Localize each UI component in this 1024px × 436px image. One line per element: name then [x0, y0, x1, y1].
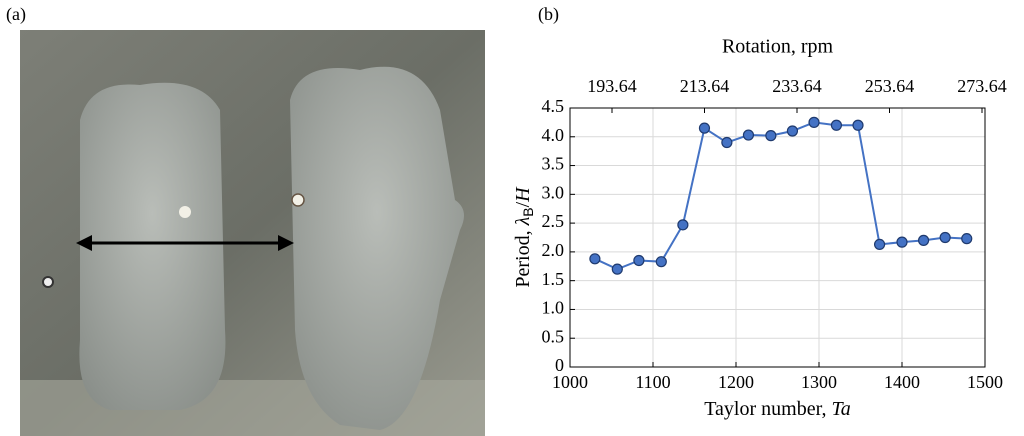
- x-label-symbol: Ta: [831, 398, 850, 420]
- data-point: [698, 122, 711, 134]
- y-tick-label: 4.0: [542, 125, 565, 145]
- chart-title: Rotation, rpm: [722, 36, 834, 58]
- y-label-text: Period,: [512, 225, 534, 287]
- data-point: [633, 254, 645, 267]
- data-point: [589, 253, 601, 265]
- x-tick-label: 1300: [801, 372, 837, 392]
- data-point: [830, 119, 843, 131]
- x2-tick-label: 193.64: [587, 76, 637, 96]
- panel-label: (a): [6, 4, 26, 25]
- x-tick-label: 1500: [967, 372, 1003, 392]
- y-tick-label: 0.5: [542, 326, 565, 346]
- y-tick-label: 3.5: [542, 154, 565, 174]
- y-tick-label: 4.5: [542, 96, 565, 116]
- data-point: [808, 116, 820, 128]
- x2-tick-label: 273.64: [957, 76, 1007, 96]
- x-label-text: Taylor number,: [704, 398, 831, 420]
- y-label-denominator: H: [512, 186, 534, 203]
- x-tick-label: 1100: [635, 372, 670, 392]
- photo: [20, 30, 485, 436]
- data-point: [939, 231, 951, 244]
- plot-frame: [569, 107, 986, 368]
- data-point: [852, 119, 864, 131]
- x-tick-label: 1200: [718, 372, 754, 392]
- y-tick-label: 3.0: [542, 182, 565, 202]
- y-tick-label: 2.5: [542, 211, 565, 231]
- x2-tick-label: 253.64: [865, 76, 915, 96]
- y-axis-label: Period, λB/H: [512, 186, 536, 288]
- x-tick-label: 1400: [884, 372, 920, 392]
- y-label-symbol: λ: [512, 216, 534, 226]
- data-point: [721, 136, 733, 149]
- y-tick-label: 1.5: [542, 269, 565, 289]
- data-point: [917, 234, 930, 246]
- y-tick-label: 2.0: [542, 240, 565, 260]
- series-line: [594, 121, 967, 271]
- x2-tick-label: 233.64: [772, 76, 822, 96]
- y-label-rest: /: [512, 201, 534, 207]
- data-point: [677, 219, 689, 231]
- data-point: [611, 263, 623, 275]
- data-point: [765, 130, 777, 142]
- y-tick-label: 0: [555, 355, 564, 375]
- data-point: [786, 125, 799, 137]
- y-label-subscript: B: [520, 207, 536, 216]
- data-point: [896, 236, 908, 248]
- y-tick-label: 1.0: [542, 298, 565, 318]
- x-axis-label: Taylor number, Ta: [704, 398, 851, 420]
- panel-label: (b): [538, 4, 559, 25]
- data-point: [961, 233, 973, 245]
- data-point: [742, 129, 755, 141]
- data-point: [873, 238, 886, 251]
- x-tick-label: 1000: [552, 372, 588, 392]
- data-point: [655, 256, 667, 268]
- chart: 0 0.5 1.0 1.5 2.0 2.5 3.0 3.5 4.0 4.5 1000 1100 1200…: [512, 36, 1007, 420]
- x2-tick-label: 213.64: [680, 76, 730, 96]
